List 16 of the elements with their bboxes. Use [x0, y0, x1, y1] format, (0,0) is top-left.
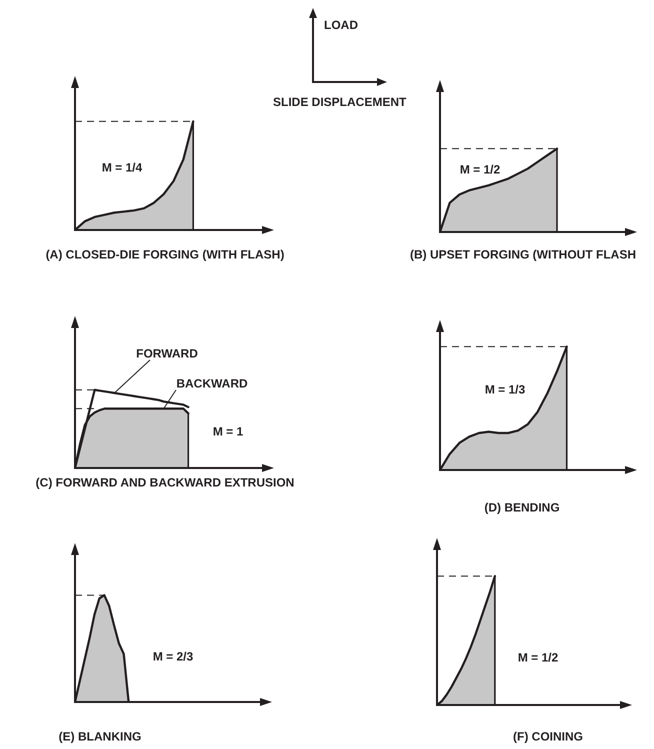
series-label: BACKWARD: [176, 376, 248, 390]
text: (D) BENDING: [484, 500, 560, 514]
annotation: M = 1/3: [484, 382, 526, 396]
annotation: M = 1: [212, 424, 244, 438]
annotation: M = 1/2: [518, 650, 558, 664]
annotation: M = 1/2: [460, 162, 500, 176]
text: (C) FORWARD AND BACKWARD EXTRUSION: [36, 475, 294, 490]
annotation: M = 2/3: [152, 649, 194, 664]
text: LOAD: [324, 18, 358, 32]
text: (E) BLANKING: [58, 729, 142, 744]
text: FORWARD: [136, 346, 198, 360]
text: (A) CLOSED-DIE FORGING (WITH FLASH): [46, 247, 284, 262]
text: (F) COINING: [513, 729, 583, 744]
text: (B) UPSET FORGING (WITHOUT FLASH: [410, 247, 636, 262]
annotation: M = 1/4: [102, 160, 142, 174]
text: SLIDE DISPLACEMENT: [273, 95, 406, 109]
